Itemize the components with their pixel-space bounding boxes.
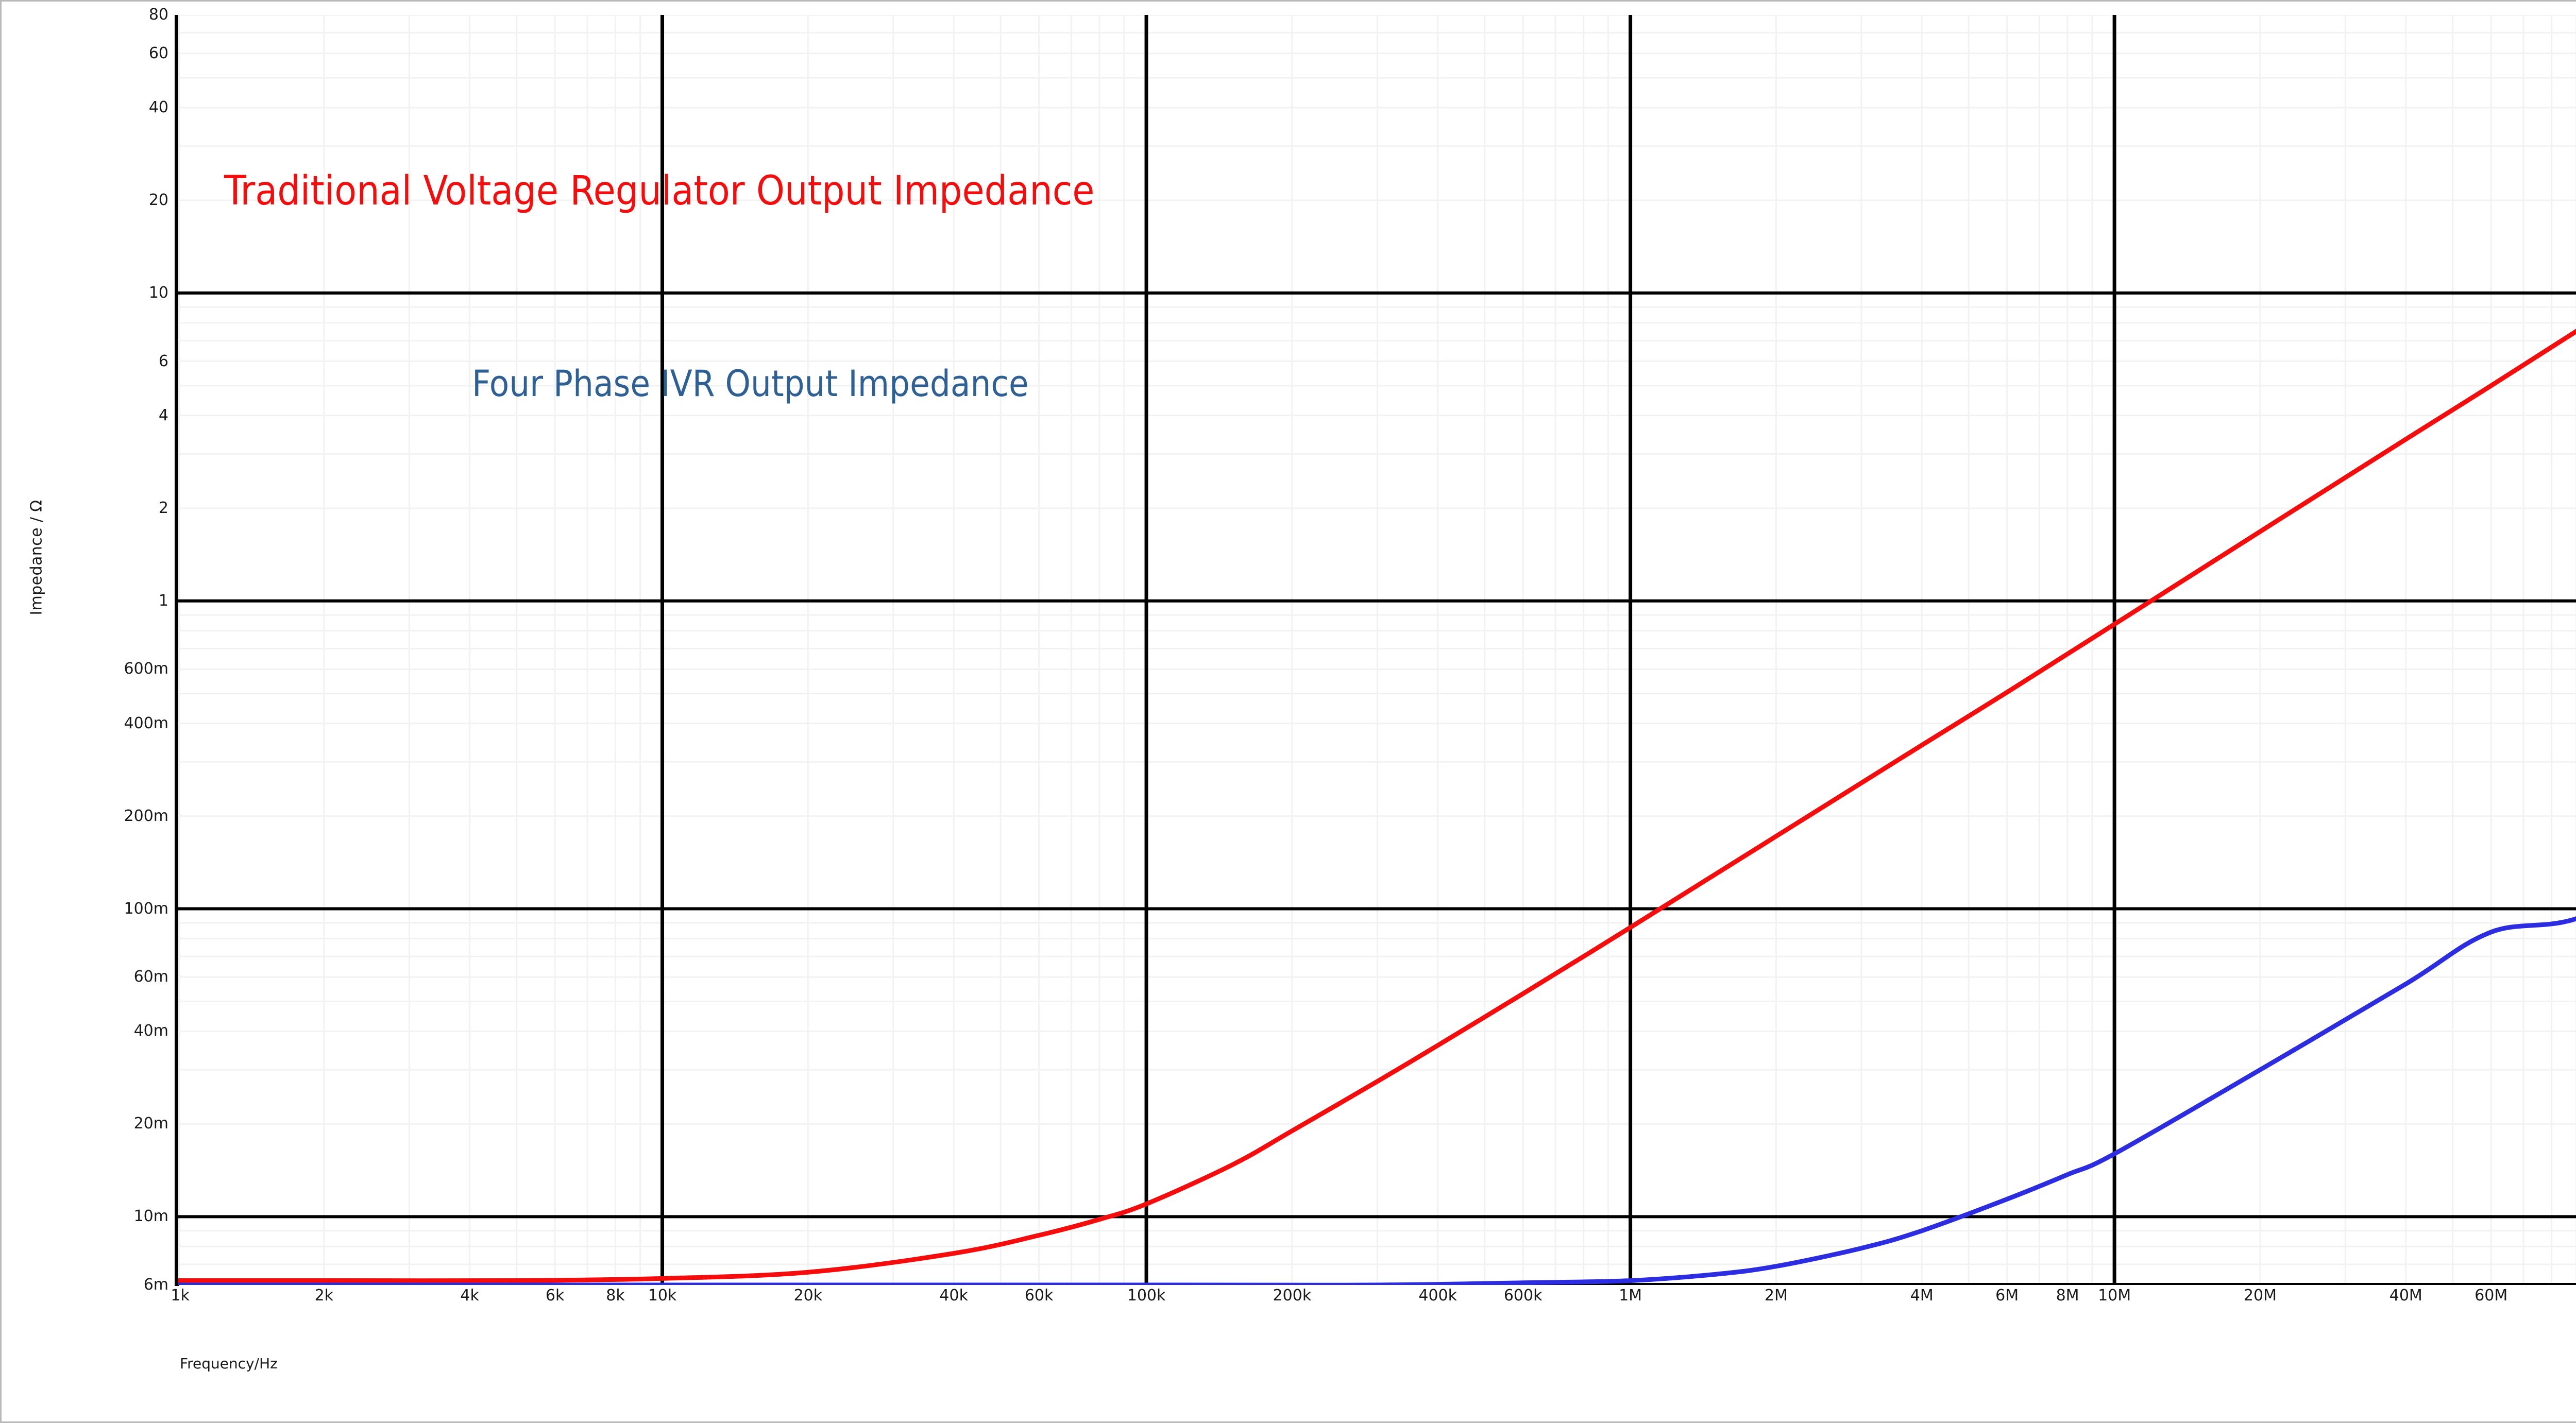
x-tick-label: 40M xyxy=(2389,1287,2422,1305)
x-tick-label: 200k xyxy=(1273,1287,1312,1305)
y-tick-label: 100m xyxy=(124,899,168,918)
x-tick-label: 10k xyxy=(648,1287,677,1305)
minor-gridlines xyxy=(178,15,2576,1285)
x-tick-label: 60k xyxy=(1024,1287,1054,1305)
y-tick-label: 20 xyxy=(148,191,168,209)
y-tick-label: 600m xyxy=(124,660,168,678)
x-tick-label: 40k xyxy=(939,1287,968,1305)
y-tick-label: 60 xyxy=(148,44,168,62)
x-tick-label: 60M xyxy=(2475,1287,2508,1305)
x-tick-label: 8k xyxy=(606,1287,625,1305)
x-tick-label: 20k xyxy=(793,1287,823,1305)
annotation-ivr-impedance: Four Phase IVR Output Impedance xyxy=(472,363,1029,405)
y-tick-label: 6 xyxy=(158,352,168,370)
series-line-ivr xyxy=(178,916,2576,1285)
x-tick-label: 6M xyxy=(1995,1287,2019,1305)
y-axis-spine xyxy=(175,15,179,1286)
x-axis-label: Frequency/Hz xyxy=(180,1355,278,1372)
x-tick-label: 1M xyxy=(1619,1287,1642,1305)
y-tick-label: 40m xyxy=(133,1022,168,1040)
y-tick-label: 6m xyxy=(143,1276,168,1294)
x-tick-label: 20M xyxy=(2243,1287,2277,1305)
y-tick-label: 40 xyxy=(148,98,168,116)
x-tick-label: 10M xyxy=(2098,1287,2131,1305)
x-tick-label: 1k xyxy=(171,1287,190,1305)
y-axis-tick-labels: 80 60 40 20 10 6 4 2 1 600m 400m 200m 100m 60m 40m 20m 1… xyxy=(27,2,168,1421)
annotation-traditional-impedance: Traditional Voltage Regulator Output Imp… xyxy=(224,168,1095,214)
y-tick-label: 1 xyxy=(158,591,168,610)
x-tick-label: 4M xyxy=(1910,1287,1934,1305)
y-tick-label: 80 xyxy=(148,6,168,24)
x-tick-label: 2M xyxy=(1764,1287,1788,1305)
y-tick-label: 10 xyxy=(148,283,168,302)
x-tick-label: 8M xyxy=(2056,1287,2079,1305)
x-tick-label: 4k xyxy=(460,1287,479,1305)
y-tick-label: 200m xyxy=(124,807,168,825)
x-tick-label: 600k xyxy=(1503,1287,1543,1305)
x-tick-label: 2k xyxy=(314,1287,334,1305)
x-tick-label: 6k xyxy=(545,1287,565,1305)
y-tick-label: 60m xyxy=(133,968,168,986)
x-tick-label: 100k xyxy=(1127,1287,1166,1305)
y-tick-label: 400m xyxy=(124,714,168,732)
y-tick-label: 4 xyxy=(158,406,168,424)
plot-area xyxy=(178,15,2576,1285)
series-line-traditional xyxy=(178,329,2576,1283)
plot-svg xyxy=(178,15,2576,1285)
y-tick-label: 10m xyxy=(133,1207,168,1226)
y-tick-label: 2 xyxy=(158,499,168,517)
x-tick-label: 400k xyxy=(1418,1287,1458,1305)
y-tick-label: 20m xyxy=(133,1115,168,1133)
